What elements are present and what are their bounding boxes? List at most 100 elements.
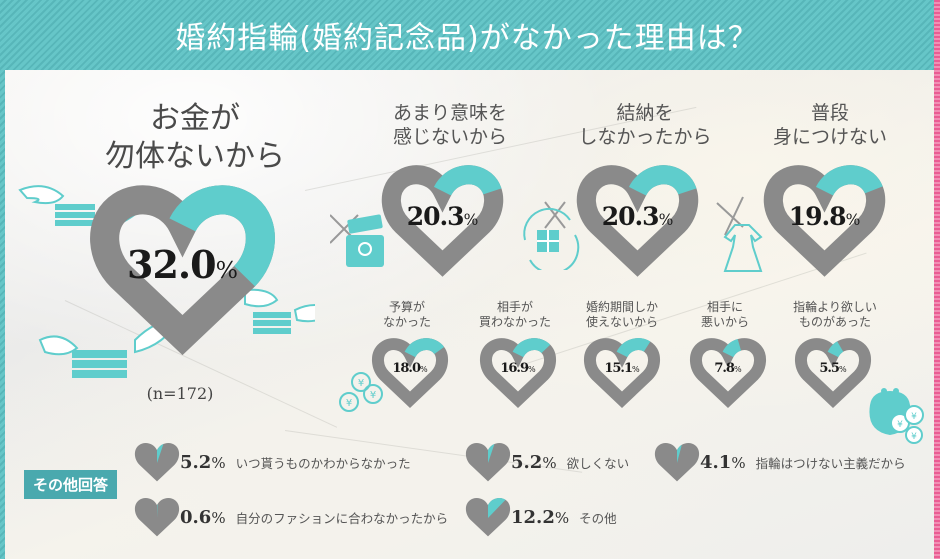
dress-crossed-icon xyxy=(716,196,763,272)
heart-track xyxy=(690,338,766,408)
label-line: あまり意味を xyxy=(392,102,507,124)
percent-number: 20.3 xyxy=(601,202,660,232)
other-answer-label: 指輪はつけない主義だから xyxy=(755,455,906,471)
heart-value-arc xyxy=(90,185,275,356)
percent-number: 20.3 xyxy=(406,202,465,232)
percent-symbol: % xyxy=(542,453,557,472)
percent-number: 4.1 xyxy=(700,451,732,473)
label-wanted-else: 指輪より欲しい ものがあった xyxy=(780,300,890,330)
percent-number: 5.2 xyxy=(180,451,212,473)
percent-symbol: % xyxy=(658,211,674,230)
label-line: しなかったから xyxy=(578,125,712,148)
heart-value-arc xyxy=(584,338,660,408)
percent-symbol: % xyxy=(554,508,570,527)
other-answer-label: 欲しくない xyxy=(566,455,630,471)
percent-number: 32.0 xyxy=(127,241,217,287)
label-line: 婚約期間しか xyxy=(585,300,658,314)
percent-symbol: % xyxy=(731,453,746,472)
label-not-worn: 普段 身につけない xyxy=(755,102,905,150)
heart-value-slice xyxy=(157,443,169,463)
label-line: 指輪より欲しい xyxy=(793,300,877,314)
label-line: 買わなかった xyxy=(478,315,551,329)
heart-gauge-money-wasteful xyxy=(90,185,275,356)
percent-symbol: % xyxy=(215,255,238,284)
other-answer-value: 12.2% xyxy=(511,507,569,528)
percent-number: 5.5 xyxy=(819,361,840,377)
percent-number: 18.0 xyxy=(392,361,421,377)
heart-gauge-sorry-for-partner xyxy=(690,338,766,408)
percent-number: 16.9 xyxy=(500,361,529,377)
label-meaningless: あまり意味を 感じないから xyxy=(370,102,530,150)
svg-text:¥: ¥ xyxy=(911,432,917,442)
heart-value-arc xyxy=(576,165,699,277)
label-line: 相手に xyxy=(706,300,743,314)
heart-pie-other-4 xyxy=(465,498,511,537)
percent-symbol: % xyxy=(420,365,428,375)
page-title: 婚約指輪(婚約記念品)がなかった理由は？ xyxy=(175,21,759,56)
label-line: 普段 xyxy=(810,102,849,124)
label-line: 予算が xyxy=(388,300,425,314)
percent-value: 7.8% xyxy=(692,361,764,376)
heart-pie-other-0 xyxy=(134,443,180,482)
yen-coins-icon: ¥ ¥ ¥ xyxy=(339,372,383,412)
heart-gauge-wanted-else xyxy=(795,338,871,408)
purse-coins-icon: ¥ ¥ ¥ xyxy=(869,388,924,444)
percent-value: 32.0% xyxy=(95,242,270,287)
heart-gauge-no-yuino xyxy=(576,165,699,277)
label-line: 結納を xyxy=(616,102,674,124)
other-answers-badge: その他回答 xyxy=(24,470,117,499)
ring-box-crossed-icon xyxy=(330,214,384,267)
percent-number: 7.8 xyxy=(714,361,735,377)
svg-text:¥: ¥ xyxy=(911,412,917,422)
heart-pie-other-1 xyxy=(465,443,511,482)
label-line: 身につけない xyxy=(772,125,887,148)
label-line: 悪いから xyxy=(700,315,749,329)
label-no-yuino: 結納を しなかったから xyxy=(565,102,725,150)
other-answer-label: その他 xyxy=(579,510,617,526)
percent-symbol: % xyxy=(211,453,226,472)
other-answer-item: 0.6% 自分のファションに合わなかったから xyxy=(180,497,448,537)
other-answer-value: 5.2% xyxy=(180,452,226,473)
svg-text:¥: ¥ xyxy=(346,398,352,409)
heart-value-arc xyxy=(763,165,886,277)
heart-gauge-partner-didnt-buy xyxy=(480,338,556,408)
other-answer-label: いつ貰うものかわからなかった xyxy=(235,455,411,471)
label-line: 使えないから xyxy=(585,315,658,329)
heart-pie-other-2 xyxy=(654,443,700,482)
other-answer-value: 5.2% xyxy=(511,452,557,473)
label-line: 相手が xyxy=(496,300,533,314)
label-line: お金が xyxy=(150,101,240,136)
pink-border xyxy=(934,0,940,559)
percent-number: 19.8 xyxy=(788,202,847,232)
percent-value: 20.3% xyxy=(385,202,500,231)
svg-text:¥: ¥ xyxy=(897,420,903,430)
label-line: 感じないから xyxy=(392,125,507,148)
svg-text:¥: ¥ xyxy=(358,378,364,389)
heart-gauge-not-worn xyxy=(763,165,886,277)
label-line: ものがあった xyxy=(798,315,871,329)
label-sorry-for-partner: 相手に 悪いから xyxy=(685,300,765,330)
percent-symbol: % xyxy=(632,365,640,375)
other-answer-value: 4.1% xyxy=(700,452,746,473)
heart-gauge-short-use xyxy=(584,338,660,408)
percent-number: 15.1 xyxy=(604,361,633,377)
percent-number: 0.6 xyxy=(180,506,212,528)
gift-exchange-crossed-icon xyxy=(523,201,580,270)
percent-symbol: % xyxy=(211,508,226,527)
percent-number: 5.2 xyxy=(511,451,543,473)
main-label: お金が 勿体ないから xyxy=(95,100,295,175)
other-answer-item: 5.2% 欲しくない xyxy=(511,442,629,482)
label-no-budget: 予算が なかった xyxy=(362,300,452,330)
label-short-use: 婚約期間しか 使えないから xyxy=(572,300,672,330)
heart-value-arc xyxy=(381,165,504,277)
other-answer-item: 12.2% その他 xyxy=(511,497,617,537)
percent-symbol: % xyxy=(838,365,847,375)
other-answer-label: 自分のファションに合わなかったから xyxy=(235,510,449,526)
percent-value: 15.1% xyxy=(586,361,658,376)
heart-track xyxy=(795,338,871,408)
heart-gauge-meaningless xyxy=(381,165,504,277)
label-line: 勿体ないから xyxy=(105,138,285,174)
sample-size: (n=172) xyxy=(146,384,214,403)
heart-gauge-no-budget xyxy=(372,338,448,408)
percent-value: 20.3% xyxy=(580,202,695,231)
